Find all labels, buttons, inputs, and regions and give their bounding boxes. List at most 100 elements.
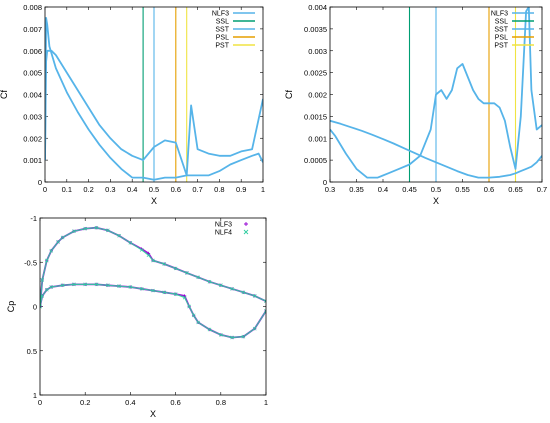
legend-label: NLF3 — [212, 11, 229, 18]
legend-label: NLF3 — [215, 222, 232, 229]
data-point — [162, 290, 167, 295]
x-axis-label: X — [151, 196, 157, 206]
plot-area — [40, 225, 266, 340]
x-tick-label: 0 — [43, 185, 47, 194]
legend-label: PST — [494, 43, 508, 50]
x-tick-label: 0.2 — [83, 185, 93, 194]
x-tick-label: 0.4 — [125, 398, 135, 407]
legend-label: SST — [215, 27, 229, 34]
x-tick-label: 0.6 — [171, 185, 181, 194]
y-tick-label: 0.006 — [23, 47, 42, 56]
legend-label: SSL — [495, 19, 508, 26]
data-point — [191, 313, 196, 318]
x-tick-label: 0.3 — [325, 185, 335, 194]
x-tick-label: 0.4 — [378, 185, 388, 194]
x-tick-label: 0.6 — [484, 185, 494, 194]
data-point — [182, 295, 187, 300]
y-tick-label: 1 — [33, 391, 37, 400]
x-tick-label: 0.2 — [80, 398, 90, 407]
data-point — [264, 309, 266, 313]
series-1-upper-surface — [40, 226, 266, 307]
y-tick-label: 0 — [323, 178, 327, 187]
data-point — [252, 326, 257, 331]
data-point — [128, 285, 133, 289]
data-point — [72, 282, 76, 287]
data-point — [49, 248, 54, 253]
x-tick-label: 0.45 — [402, 185, 417, 194]
data-point — [40, 304, 42, 309]
data-point — [56, 240, 60, 244]
x-tick-label: 0.8 — [216, 398, 226, 407]
x-tick-label: 0.35 — [349, 185, 364, 194]
y-tick-label: -0.5 — [24, 258, 37, 267]
data-point — [128, 240, 133, 245]
data-point — [83, 282, 88, 287]
data-point — [105, 283, 110, 288]
x-tick-label: 0.4 — [127, 185, 137, 194]
y-tick-label: 0.0005 — [304, 156, 327, 165]
data-point — [94, 282, 99, 287]
x-tick-label: 1 — [261, 185, 265, 194]
x-tick-label: 0.8 — [214, 185, 224, 194]
data-point — [146, 253, 151, 258]
data-point — [187, 304, 192, 309]
series-2-lower-surface — [40, 283, 266, 339]
x-tick-label: 0.1 — [62, 185, 72, 194]
y-tick-label: 0.005 — [23, 69, 42, 78]
y-axis-label: Cf — [284, 90, 294, 99]
data-point — [196, 275, 201, 280]
data-point — [185, 271, 189, 275]
y-tick-label: 0.001 — [23, 156, 42, 165]
series-line-1 — [330, 119, 542, 179]
x-tick-label: 0 — [38, 398, 42, 407]
x-tick-label: 0.6 — [170, 398, 180, 407]
data-point — [40, 278, 45, 282]
plot-area — [45, 7, 263, 182]
y-tick-label: 0.007 — [23, 25, 42, 34]
y-axis-label: Cp — [6, 301, 16, 313]
data-point — [183, 294, 187, 298]
series-line-2 — [45, 49, 263, 177]
data-point — [264, 299, 266, 304]
data-point — [72, 229, 76, 234]
data-point — [241, 334, 246, 339]
series-2-upper-surface — [40, 227, 266, 307]
data-point — [173, 292, 178, 296]
legend-marker — [243, 229, 249, 235]
data-point — [83, 226, 88, 231]
y-tick-label: 0.5 — [27, 347, 37, 356]
x-tick-label: 0.5 — [149, 185, 159, 194]
x-axis-label: X — [433, 196, 439, 206]
data-point — [117, 233, 121, 238]
data-point — [241, 290, 246, 295]
x-tick-label: 0.5 — [431, 185, 441, 194]
y-tick-label: 0.003 — [308, 47, 327, 56]
data-point — [218, 283, 223, 288]
series-1-lower-surface — [40, 283, 266, 339]
legend-label: NLF4 — [215, 230, 232, 237]
legend-label: SST — [494, 27, 508, 34]
y-tick-label: 0.002 — [23, 134, 42, 143]
legend-label: PST — [215, 43, 229, 50]
y-tick-label: 0.0025 — [304, 69, 327, 78]
data-point — [196, 320, 201, 325]
data-point — [139, 248, 144, 252]
data-point — [60, 235, 65, 240]
data-point — [218, 332, 223, 337]
legend-label: SSL — [216, 19, 229, 26]
y-tick-label: 0.004 — [308, 3, 327, 12]
data-point — [60, 283, 65, 288]
y-axis-label: Cf — [0, 90, 9, 99]
plot-area — [330, 7, 542, 182]
data-point — [105, 228, 110, 233]
data-point — [252, 294, 257, 298]
chart-2: 0.3 0.35 0.4 0.45 0.5 0.55 0.6 0.65 0.7 0 0.0005 0.… — [284, 3, 547, 206]
x-tick-label: 0.55 — [455, 185, 470, 194]
series-line-1 — [45, 17, 263, 181]
y-tick-label: 0 — [33, 303, 37, 312]
y-tick-label: 0.002 — [308, 91, 327, 100]
x-tick-label: 1 — [264, 398, 268, 407]
